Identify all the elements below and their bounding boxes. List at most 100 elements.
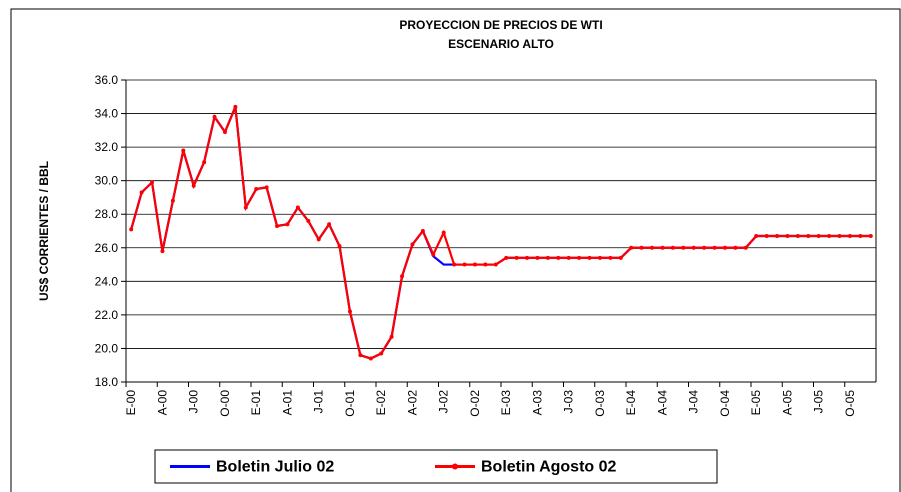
x-tick-label: J-05 [812, 390, 826, 414]
series-marker [806, 234, 811, 239]
series-marker [389, 334, 394, 339]
series-marker [858, 234, 863, 239]
series-marker [827, 234, 832, 239]
series-marker [472, 262, 477, 267]
series-marker [670, 245, 675, 250]
series-marker [233, 104, 238, 109]
chart-frame [10, 8, 901, 492]
x-tick-label: E-05 [749, 390, 763, 416]
series-marker [712, 245, 717, 250]
y-tick-label: 34.0 [95, 107, 119, 121]
series-marker [358, 353, 363, 358]
series-marker [754, 234, 759, 239]
series-marker [483, 262, 488, 267]
series-marker [504, 255, 509, 260]
series-marker [462, 262, 467, 267]
x-tick-label: J-00 [187, 390, 201, 414]
y-tick-label: 22.0 [95, 308, 119, 322]
x-tick-label: A-00 [155, 390, 169, 416]
series-line [130, 106, 871, 360]
series-marker [566, 255, 571, 260]
x-tick-label: O-00 [218, 390, 232, 417]
series-marker [420, 229, 425, 233]
series-marker [431, 252, 436, 257]
series-marker [368, 356, 373, 361]
x-tick-label: A-01 [280, 390, 294, 416]
series-marker [577, 255, 582, 260]
series-marker [775, 234, 780, 239]
series-marker [681, 245, 686, 250]
series-marker [410, 242, 415, 247]
series-marker [650, 245, 655, 250]
y-tick-label: 18.0 [95, 375, 119, 389]
series-marker [400, 274, 405, 279]
series-marker [847, 234, 852, 239]
series-marker [608, 255, 613, 260]
series-marker [347, 309, 352, 314]
y-tick-label: 20.0 [95, 341, 119, 355]
series-marker [764, 234, 769, 239]
y-tick-label: 26.0 [95, 241, 119, 255]
series-marker [295, 205, 300, 210]
x-tick-label: E-00 [124, 390, 138, 416]
series-marker [452, 262, 457, 267]
series-marker [441, 230, 446, 235]
x-tick-label: A-03 [530, 390, 544, 416]
x-tick-label: O-01 [343, 390, 357, 417]
series-marker [275, 223, 280, 228]
series-marker [222, 130, 227, 135]
series-marker [191, 183, 196, 188]
series-marker [733, 245, 738, 250]
x-tick-label: O-02 [468, 390, 482, 417]
series-marker [587, 255, 592, 260]
series-marker [202, 160, 207, 165]
x-tick-label: O-04 [718, 390, 732, 417]
y-tick-label: 36.0 [95, 73, 119, 87]
series-marker [129, 227, 134, 232]
series-marker [379, 351, 384, 356]
x-tick-label: O-03 [593, 390, 607, 417]
series-marker [785, 234, 790, 239]
series-marker [743, 245, 748, 250]
series-marker [660, 245, 665, 250]
x-tick-label: E-03 [499, 390, 513, 416]
x-tick-label: E-04 [624, 390, 638, 416]
x-tick-label: A-02 [405, 390, 419, 416]
y-axis-label: US$ CORRIENTES / BBL [37, 161, 51, 301]
series-marker [525, 255, 530, 260]
series-marker [327, 222, 332, 227]
series-marker [868, 234, 873, 239]
y-tick-label: 32.0 [95, 140, 119, 154]
legend-label: Boletin Agosto 02 [481, 459, 617, 476]
series-marker [212, 114, 217, 119]
chart-title: PROYECCION DE PRECIOS DE WTI [399, 18, 602, 32]
legend-label: Boletin Julio 02 [216, 459, 334, 476]
x-tick-label: J-01 [312, 390, 326, 414]
series-marker [837, 234, 842, 239]
series-marker [306, 218, 311, 223]
series-marker [722, 245, 727, 250]
chart-subtitle: ESCENARIO ALTO [448, 37, 554, 51]
series-marker [285, 222, 290, 227]
series-marker [618, 255, 623, 260]
series-marker [795, 234, 800, 239]
y-tick-label: 28.0 [95, 207, 119, 221]
series-marker [597, 255, 602, 260]
series-marker [629, 245, 634, 250]
series-marker [702, 245, 707, 250]
series-marker [150, 180, 155, 185]
series-marker [556, 255, 561, 260]
series-marker [264, 185, 269, 190]
x-tick-label: A-04 [655, 390, 669, 416]
x-tick-label: O-05 [843, 390, 857, 417]
legend-marker [452, 463, 458, 470]
series-marker [545, 255, 550, 260]
x-tick-label: J-02 [437, 390, 451, 414]
x-tick-label: A-05 [780, 390, 794, 416]
series-marker [535, 255, 540, 260]
y-tick-label: 24.0 [95, 274, 119, 288]
series-marker [639, 245, 644, 250]
series-marker [316, 237, 321, 242]
